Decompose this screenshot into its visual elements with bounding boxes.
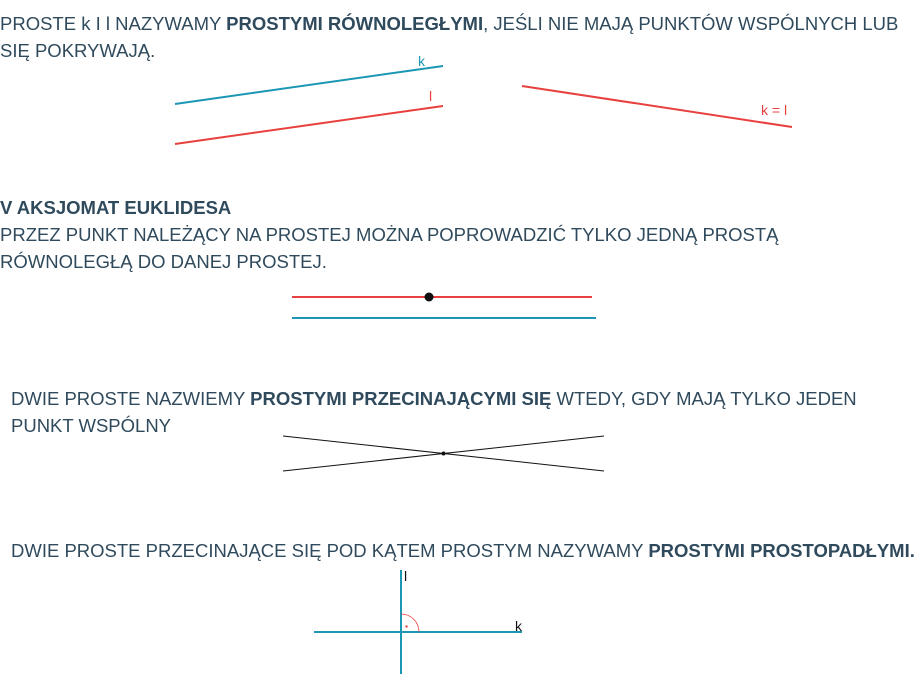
right-angle-dot [405,625,408,628]
intersecting-text-before: DWIE PROSTE NAZWIEMY [11,388,251,409]
intersection-point [441,451,446,456]
label-l: l [429,88,432,104]
point-on-line [424,292,434,302]
intersecting-text-after: WTEDY, GDY MAJĄ TYLKO JEDEN PUNKT WSPÓLN… [11,388,857,436]
coinciding-lines-figure: k = l [521,85,793,128]
label-perp-l: l [404,568,407,584]
perpendicular-definition-text: DWIE PROSTE PRZECINAJĄCE SIĘ POD KĄTEM P… [11,537,921,564]
perpendicular-term: PROSTYMI PROSTOPADŁYMI. [648,540,915,561]
parallel-term: PROSTYMI RÓWNOLEGŁYMI [226,13,484,34]
parallel-definition-text: PROSTE k I l NAZYWAMY PROSTYMI RÓWNOLEGŁ… [0,10,915,64]
euclid-heading-text: V AKSJOMAT EUKLIDESA [0,197,232,218]
intersecting-lines-figure [282,435,605,472]
parallel-lines-figure: k l [174,53,444,145]
euclid-figure [292,292,596,319]
parallel-text-after: , JEŚLI NIE MAJĄ PUNKTÓW WSPÓLNYCH LUB S… [0,13,899,61]
intersecting-definition-text: DWIE PROSTE NAZWIEMY PROSTYMI PRZECINAJĄ… [11,385,921,439]
euclid-heading: V AKSJOMAT EUKLIDESA [0,194,231,221]
line-k-equals-l [521,85,793,128]
label-perp-k: k [515,618,523,634]
perpendicular-lines-figure: l k [314,568,523,674]
right-angle-arc [400,613,420,633]
parallel-text-before: PROSTE k I l NAZYWAMY [0,13,227,34]
label-k: k [418,53,426,69]
euclid-axiom-text: PRZEZ PUNKT NALEŻĄCY NA PROSTEJ MOŻNA PO… [0,224,779,272]
line-l [174,105,444,145]
line-k [174,65,444,105]
perpendicular-text-before: DWIE PROSTE PRZECINAJĄCE SIĘ POD KĄTEM P… [11,540,649,561]
label-k-equals-l: k = l [761,102,787,118]
intersecting-term: PROSTYMI PRZECINAJĄCYMI SIĘ [250,388,552,409]
